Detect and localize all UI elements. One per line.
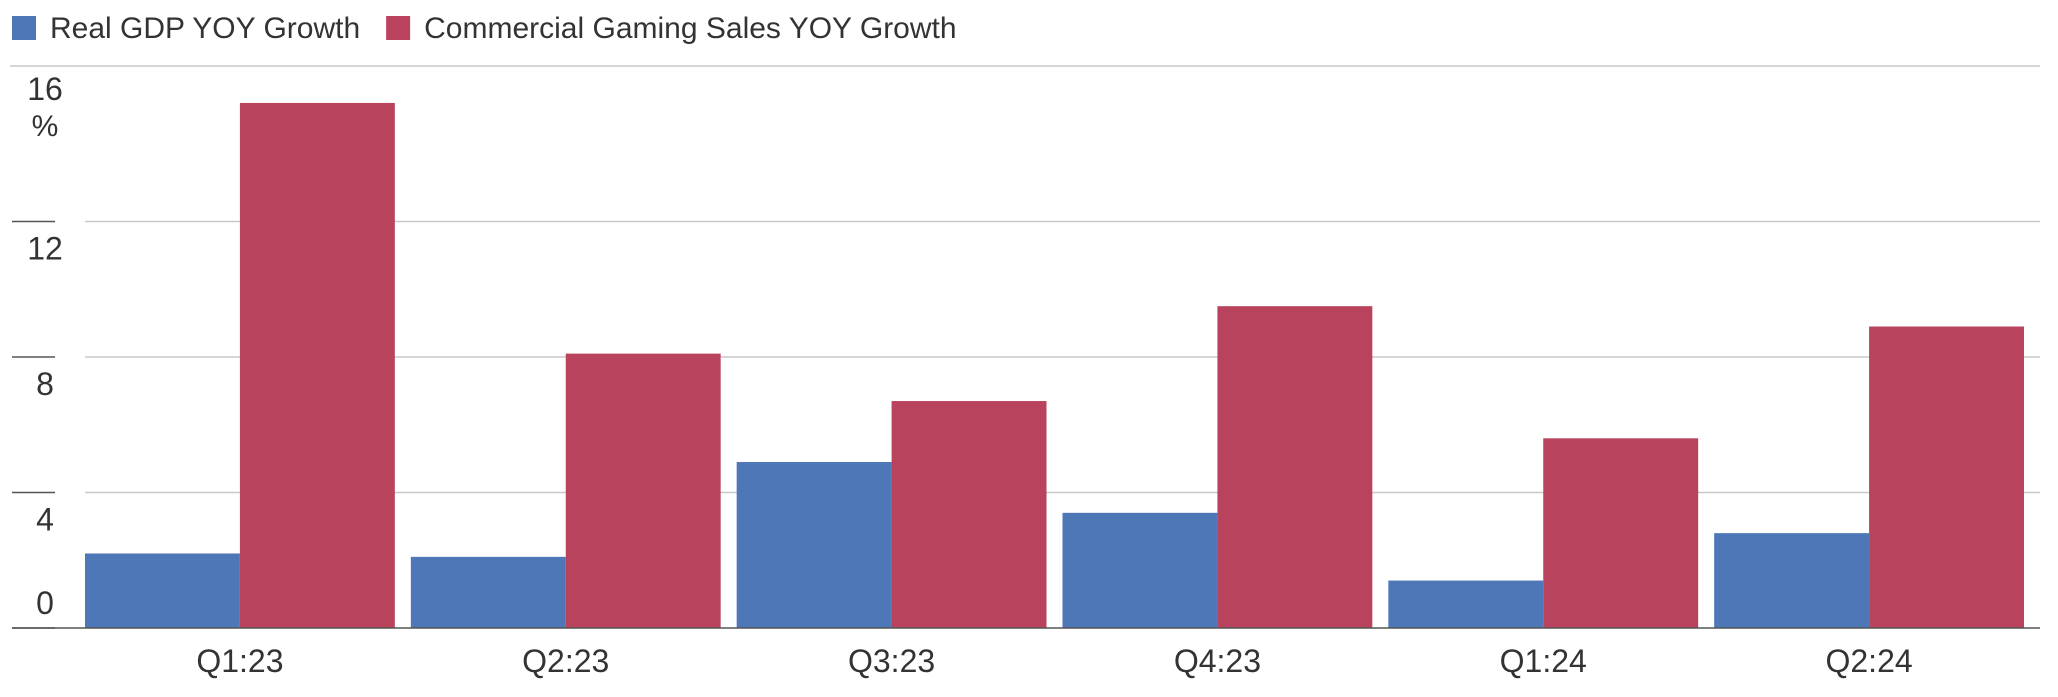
y-tick-label-16: 16 [27, 71, 63, 107]
bar-gdp-q1-23 [85, 553, 240, 628]
legend-label-2: Commercial Gaming Sales YOY Growth [424, 12, 956, 45]
x-tick-label-5: Q1:24 [1500, 643, 1587, 679]
y-tick-label-8: 8 [36, 366, 54, 402]
bar-gdp-q2-24 [1714, 533, 1870, 628]
bar-gaming-q4-23 [1217, 306, 1373, 628]
x-tick-label-3: Q3:23 [848, 643, 935, 679]
y-tick-label-4: 4 [36, 502, 54, 538]
y-tick-label-0: 0 [36, 585, 54, 621]
bar-gdp-q2-23 [410, 556, 566, 628]
legend-swatch-2 [386, 16, 411, 40]
bar-gaming-q1-24 [1543, 438, 1699, 628]
bar-gaming-q1-23 [239, 102, 395, 628]
gridlines [10, 65, 2040, 494]
y-tick-label-12: 12 [27, 231, 63, 267]
x-tick-label-2: Q2:23 [522, 643, 609, 679]
bar-gaming-q2-23 [565, 353, 721, 628]
x-tick-label-1: Q1:23 [196, 643, 283, 679]
y-unit-label: % [32, 110, 59, 143]
x-tick-label-4: Q4:23 [1174, 643, 1261, 679]
legend: Real GDP YOY Growth Commercial Gaming Sal… [12, 12, 957, 45]
bar-gaming-q2-24 [1869, 326, 2024, 628]
bar-gdp-q3-23 [736, 462, 892, 628]
y-axis: 0 4 8 12 16% [12, 71, 63, 629]
x-axis: Q1:23 Q2:23 Q3:23 Q4:23 Q1:24 Q2:24 [12, 627, 2040, 679]
bar-gdp-q4-23 [1062, 512, 1218, 628]
bar-gdp-q1-24 [1388, 580, 1544, 628]
bar-gaming-q3-23 [891, 401, 1047, 628]
legend-swatch-1 [12, 16, 36, 40]
legend-label-1: Real GDP YOY Growth [50, 12, 360, 45]
x-tick-label-6: Q2:24 [1825, 643, 1912, 679]
bars [85, 102, 2024, 628]
